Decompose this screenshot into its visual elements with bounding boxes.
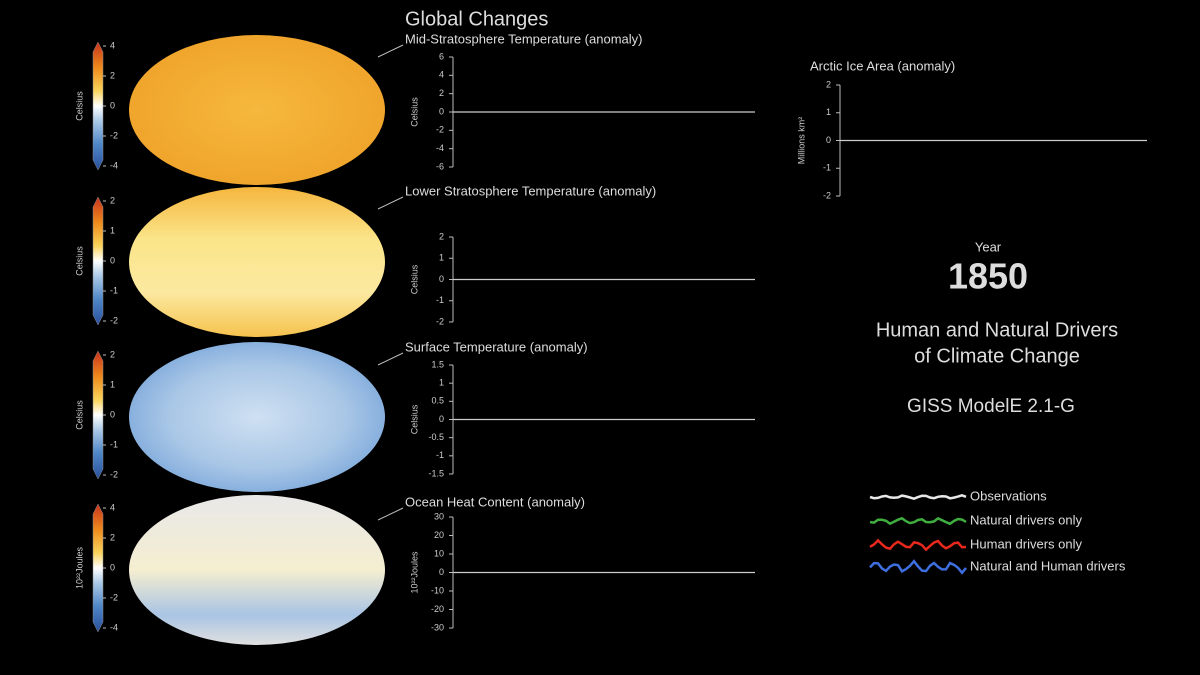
y-tick-label: -2 bbox=[436, 125, 444, 135]
y-tick-label: -0.5 bbox=[428, 432, 444, 442]
y-tick-label: -2 bbox=[436, 316, 444, 326]
connector bbox=[377, 196, 404, 210]
subtitle-line: of Climate Change bbox=[914, 345, 1080, 367]
map bbox=[129, 342, 385, 492]
colorbar-tick-label: 2 bbox=[110, 195, 115, 205]
y-tick-label: -1.5 bbox=[428, 468, 444, 478]
colorbar-tick-label: 4 bbox=[110, 40, 115, 50]
colorbar bbox=[92, 196, 104, 326]
colorbar-tick-label: 2 bbox=[110, 349, 115, 359]
y-tick-label: 30 bbox=[434, 511, 444, 521]
colorbar-tick-label: -4 bbox=[110, 160, 118, 170]
y-tick-label: -1 bbox=[436, 450, 444, 460]
colorbar-tick-label: -4 bbox=[110, 622, 118, 632]
y-tick-label: 1 bbox=[439, 253, 444, 263]
colorbar bbox=[92, 41, 104, 171]
colorbar-tick-label: 1 bbox=[110, 225, 115, 235]
y-tick-label: 10 bbox=[434, 548, 444, 558]
colorbar-tick-label: -1 bbox=[110, 439, 118, 449]
colorbar-tick-label: -2 bbox=[110, 592, 118, 602]
chart-title: Ocean Heat Content (anomaly) bbox=[405, 494, 585, 509]
colorbar-tick-label: 0 bbox=[110, 562, 115, 572]
colorbar-tick-label: 1 bbox=[110, 379, 115, 389]
y-tick-label: 6 bbox=[439, 51, 444, 61]
colorbar-tick-label: 2 bbox=[110, 70, 115, 80]
connector bbox=[377, 44, 404, 58]
colorbar-label: 10²²Joules bbox=[74, 546, 84, 589]
y-tick-label: 0.5 bbox=[431, 396, 444, 406]
legend-label: Natural drivers only bbox=[970, 512, 1082, 527]
legend-swatch bbox=[869, 559, 967, 575]
colorbar bbox=[92, 350, 104, 480]
chart-title: Arctic Ice Area (anomaly) bbox=[810, 58, 955, 73]
y-tick-label: 0 bbox=[439, 414, 444, 424]
y-tick-label: -20 bbox=[431, 604, 444, 614]
y-tick-label: 2 bbox=[439, 231, 444, 241]
colorbar bbox=[92, 503, 104, 633]
y-tick-label: 4 bbox=[439, 70, 444, 80]
y-axis-label: Celsius bbox=[409, 404, 419, 434]
legend-swatch bbox=[869, 538, 967, 552]
map bbox=[129, 187, 385, 337]
connector bbox=[377, 507, 404, 521]
colorbar-label: Celsius bbox=[74, 246, 84, 276]
colorbar-tick-label: -2 bbox=[110, 469, 118, 479]
chart-title: Mid-Stratosphere Temperature (anomaly) bbox=[405, 31, 642, 46]
legend-label: Natural and Human drivers bbox=[970, 558, 1126, 573]
y-tick-label: -6 bbox=[436, 161, 444, 171]
legend-swatch bbox=[869, 493, 967, 501]
y-tick-label: -30 bbox=[431, 622, 444, 632]
y-axis-label: Celsius bbox=[409, 97, 419, 127]
y-tick-label: 2 bbox=[826, 79, 831, 89]
map bbox=[129, 495, 385, 645]
legend-label: Human drivers only bbox=[970, 536, 1082, 551]
colorbar-tick-label: -2 bbox=[110, 315, 118, 325]
colorbar-tick-label: -2 bbox=[110, 130, 118, 140]
map bbox=[129, 35, 385, 185]
y-tick-label: -10 bbox=[431, 585, 444, 595]
y-tick-label: -4 bbox=[436, 143, 444, 153]
y-tick-label: 1 bbox=[439, 378, 444, 388]
colorbar-tick-label: 2 bbox=[110, 532, 115, 542]
colorbar-label: Celsius bbox=[74, 400, 84, 430]
y-tick-label: 0 bbox=[439, 106, 444, 116]
year-label: Year bbox=[975, 239, 1002, 254]
y-tick-label: 0 bbox=[439, 274, 444, 284]
chart-title: Lower Stratosphere Temperature (anomaly) bbox=[405, 183, 656, 198]
year: 1850 bbox=[948, 256, 1028, 297]
chart-title: Surface Temperature (anomaly) bbox=[405, 339, 588, 354]
y-tick-label: 1.5 bbox=[431, 359, 444, 369]
y-tick-label: -1 bbox=[823, 163, 831, 173]
y-tick-label: -2 bbox=[823, 190, 831, 200]
y-tick-label: 0 bbox=[826, 135, 831, 145]
y-axis-label: Millions km² bbox=[796, 117, 806, 165]
colorbar-tick-label: 0 bbox=[110, 100, 115, 110]
y-axis-label: Celsius bbox=[409, 264, 419, 294]
colorbar-tick-label: -1 bbox=[110, 285, 118, 295]
title: Global Changes bbox=[405, 8, 548, 30]
colorbar-tick-label: 4 bbox=[110, 502, 115, 512]
legend-label: Observations bbox=[970, 488, 1047, 503]
y-tick-label: 20 bbox=[434, 530, 444, 540]
y-tick-label: 2 bbox=[439, 88, 444, 98]
subtitle-line: Human and Natural Drivers bbox=[876, 319, 1118, 341]
connector bbox=[377, 352, 404, 366]
y-tick-label: 0 bbox=[439, 567, 444, 577]
colorbar-label: Celsius bbox=[74, 91, 84, 121]
y-tick-label: 1 bbox=[826, 107, 831, 117]
legend-swatch bbox=[869, 516, 967, 526]
colorbar-tick-label: 0 bbox=[110, 255, 115, 265]
colorbar-tick-label: 0 bbox=[110, 409, 115, 419]
model-name: GISS ModelE 2.1-G bbox=[907, 396, 1075, 417]
y-tick-label: -1 bbox=[436, 295, 444, 305]
y-axis-label: 10²²Joules bbox=[409, 551, 419, 594]
